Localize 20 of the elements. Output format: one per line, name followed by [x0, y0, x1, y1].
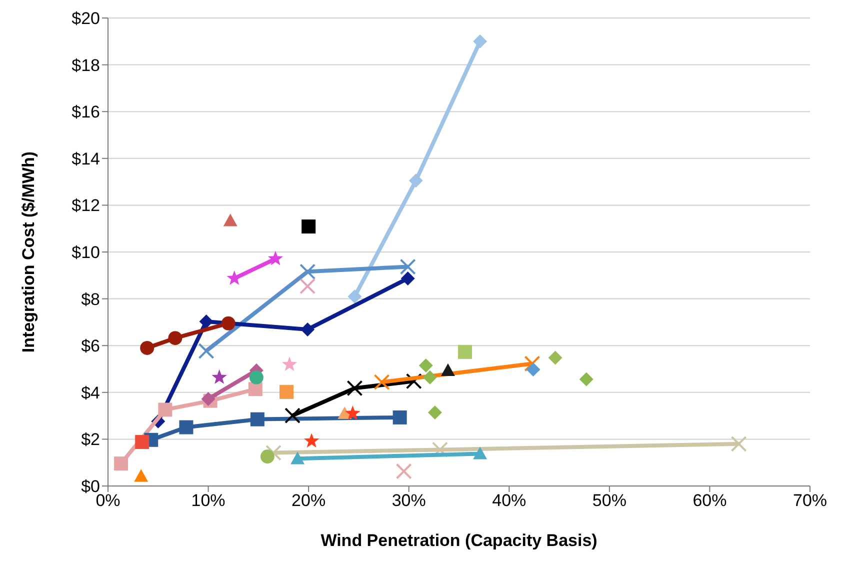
y-tick-label: $8	[81, 290, 100, 309]
y-tick-label: $2	[81, 430, 100, 450]
x-axis-title: Wind Penetration (Capacity Basis)	[320, 531, 598, 550]
y-tick-label: $10	[72, 243, 100, 262]
y-tick-label: $4	[81, 383, 100, 402]
x-tick-label: 30%	[392, 491, 426, 510]
y-tick-label: $12	[72, 196, 100, 216]
x-tick-label: 10%	[191, 491, 226, 510]
x-tick-label: 70%	[792, 491, 828, 510]
y-axis-title: Integration Cost ($/MWh)	[19, 151, 38, 353]
x-tick-label: 40%	[492, 491, 526, 510]
y-tick-label: $16	[72, 102, 100, 122]
y-tick-label: $18	[72, 56, 100, 75]
y-tick-label: $6	[81, 336, 100, 356]
x-tick-label: 60%	[692, 491, 727, 510]
y-tick-label: $20	[72, 9, 100, 28]
x-tick-label: 20%	[292, 491, 326, 510]
x-tick-label: 0%	[96, 491, 120, 510]
x-tick-label: 50%	[592, 491, 626, 510]
y-tick-label: $14	[72, 149, 100, 168]
